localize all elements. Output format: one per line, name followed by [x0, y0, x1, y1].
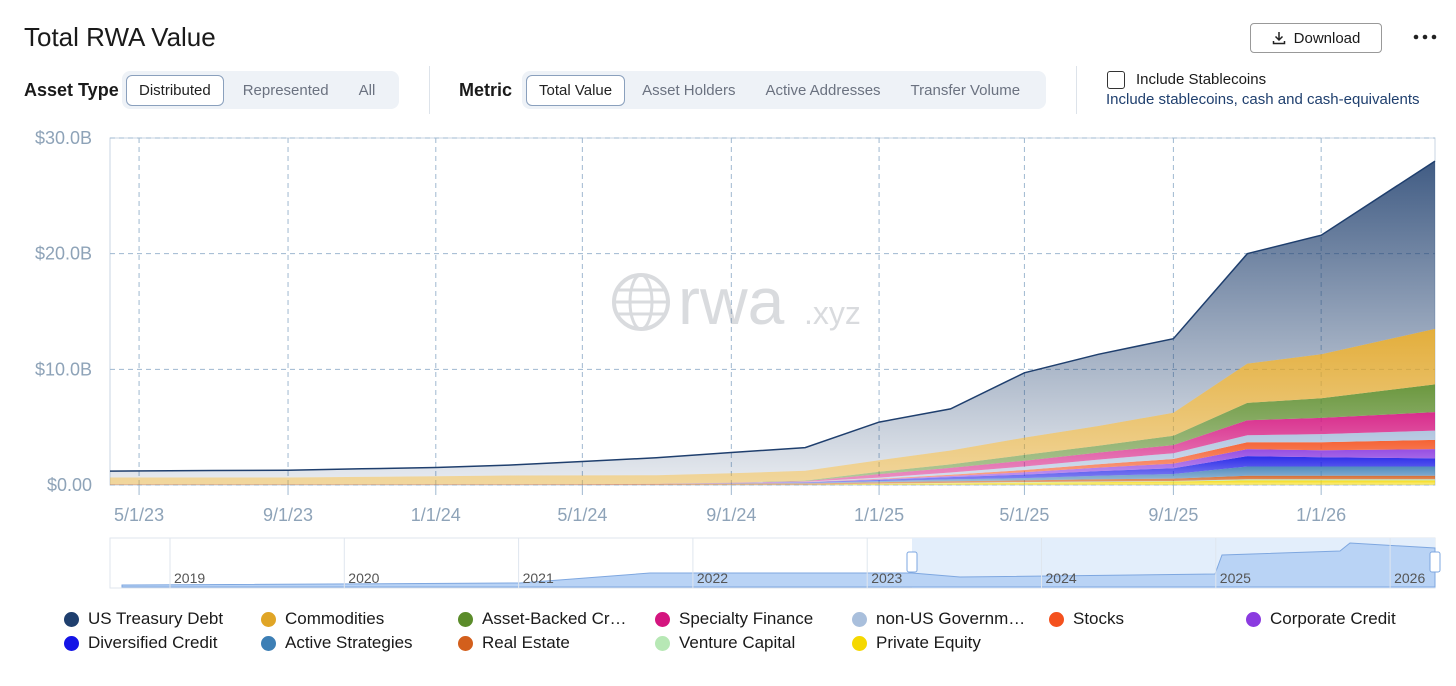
legend-swatch [655, 635, 670, 651]
legend-swatch [458, 611, 473, 627]
legend-swatch [1049, 611, 1064, 627]
navigator-label: 2023 [871, 570, 902, 586]
legend-swatch [852, 611, 867, 627]
area [110, 475, 1435, 485]
area [110, 412, 1435, 485]
legend-item[interactable]: Active Strategies [261, 633, 413, 653]
legend-label: Private Equity [876, 633, 981, 652]
download-label: Download [1293, 29, 1361, 47]
navigator-label: 2020 [348, 570, 379, 586]
navigator-label: 2025 [1220, 570, 1251, 586]
asset-type-option[interactable]: All [358, 81, 376, 99]
metric-option[interactable]: Asset Holders [642, 81, 736, 99]
stablecoins-label[interactable]: Include Stablecoins [1136, 71, 1267, 88]
legend-label: US Treasury Debt [88, 609, 224, 628]
metric-option[interactable]: Active Addresses [765, 81, 881, 99]
download-icon [1272, 32, 1285, 45]
legend-item[interactable]: Specialty Finance [655, 609, 813, 629]
legend-label: Venture Capital [679, 633, 796, 652]
legend-swatch [1246, 611, 1261, 627]
separator [1076, 66, 1077, 114]
legend-label: Stocks [1073, 609, 1125, 628]
x-tick-label: 1/1/26 [1296, 505, 1346, 525]
legend-swatch [458, 635, 473, 651]
legend-swatch [261, 635, 276, 651]
x-tick-label: 5/1/24 [557, 505, 607, 525]
asset-type-option[interactable]: Distributed [126, 74, 224, 106]
watermark: rwa .xyz [612, 264, 861, 338]
x-tick-label: 1/1/25 [854, 505, 904, 525]
legend-label: Specialty Finance [679, 609, 814, 628]
area [110, 479, 1435, 485]
x-tick-label: 5/1/25 [999, 505, 1049, 525]
legend-swatch [852, 635, 867, 651]
legend-item[interactable]: non-US Governm… [852, 609, 1025, 629]
legend-item[interactable]: Venture Capital [655, 633, 795, 653]
page-title: Total RWA Value [24, 22, 216, 52]
y-tick-label: $0.00 [47, 475, 92, 495]
legend-label: Diversified Credit [88, 633, 218, 652]
legend-item[interactable]: Commodities [261, 609, 384, 629]
legend-item[interactable]: Real Estate [458, 633, 570, 653]
stablecoins-description: Include stablecoins, cash and cash-equiv… [1106, 91, 1420, 108]
area [110, 449, 1435, 485]
metric-selector: Total Value Asset Holders Active Address… [522, 71, 1046, 109]
navigator-label: 2022 [697, 570, 728, 586]
line [109, 160, 1436, 472]
navigator-label: 2026 [1394, 570, 1425, 586]
legend-item[interactable]: Stocks [1049, 609, 1124, 629]
legend-swatch [261, 611, 276, 627]
legend-item[interactable]: Corporate Credit [1246, 609, 1396, 629]
legend-swatch [64, 611, 79, 627]
legend-label: Asset-Backed Cr… [482, 609, 627, 628]
navigator-label: 2024 [1046, 570, 1077, 586]
asset-type-selector: Distributed Represented All [122, 71, 399, 109]
navigator-label: 2019 [174, 570, 205, 586]
metric-option[interactable]: Total Value [526, 74, 626, 106]
separator [429, 66, 430, 114]
x-tick-label: 9/1/24 [706, 505, 756, 525]
watermark-main: rwa [678, 264, 785, 338]
area [110, 439, 1435, 485]
legend-item[interactable]: Private Equity [852, 633, 981, 653]
asset-type-option[interactable]: Represented [242, 81, 329, 99]
legend-swatch [655, 611, 670, 627]
legend-label: non-US Governm… [876, 609, 1026, 628]
legend-label: Corporate Credit [1270, 609, 1396, 628]
x-tick-label: 9/1/23 [263, 505, 313, 525]
legend-label: Active Strategies [285, 633, 413, 652]
more-menu[interactable] [1412, 30, 1438, 44]
legend-item[interactable]: US Treasury Debt [64, 609, 223, 629]
chart: rwa .xyz $0.00 $10.0B $20.0B $30.0B 5/1/23 9/… [35, 128, 1441, 589]
area [110, 161, 1435, 478]
legend-label: Real Estate [482, 633, 570, 652]
stablecoins-checkbox[interactable] [1107, 71, 1125, 89]
navigator-label: 2021 [523, 570, 554, 586]
x-tick-label: 1/1/24 [411, 505, 461, 525]
legend-swatch [64, 635, 79, 651]
download-button[interactable]: Download [1250, 23, 1382, 53]
y-tick-label: $20.0B [35, 244, 92, 264]
asset-type-label: Asset Type [24, 80, 119, 100]
area [110, 466, 1435, 485]
watermark-suffix: .xyz [804, 295, 861, 331]
area [110, 456, 1435, 485]
y-tick-label: $30.0B [35, 128, 92, 148]
legend-item[interactable]: Diversified Credit [64, 633, 217, 653]
x-tick-label: 5/1/23 [114, 505, 164, 525]
legend-item[interactable]: Asset-Backed Cr… [458, 609, 627, 629]
area [110, 480, 1435, 485]
area [110, 430, 1435, 485]
metric-label: Metric [459, 80, 513, 100]
navigator: 2019 2020 2021 2022 2023 2024 2025 2026 [109, 537, 1441, 589]
x-tick-label: 9/1/25 [1148, 505, 1198, 525]
y-tick-label: $10.0B [35, 359, 92, 379]
legend-label: Commodities [285, 609, 385, 628]
metric-option[interactable]: Transfer Volume [910, 81, 1021, 99]
